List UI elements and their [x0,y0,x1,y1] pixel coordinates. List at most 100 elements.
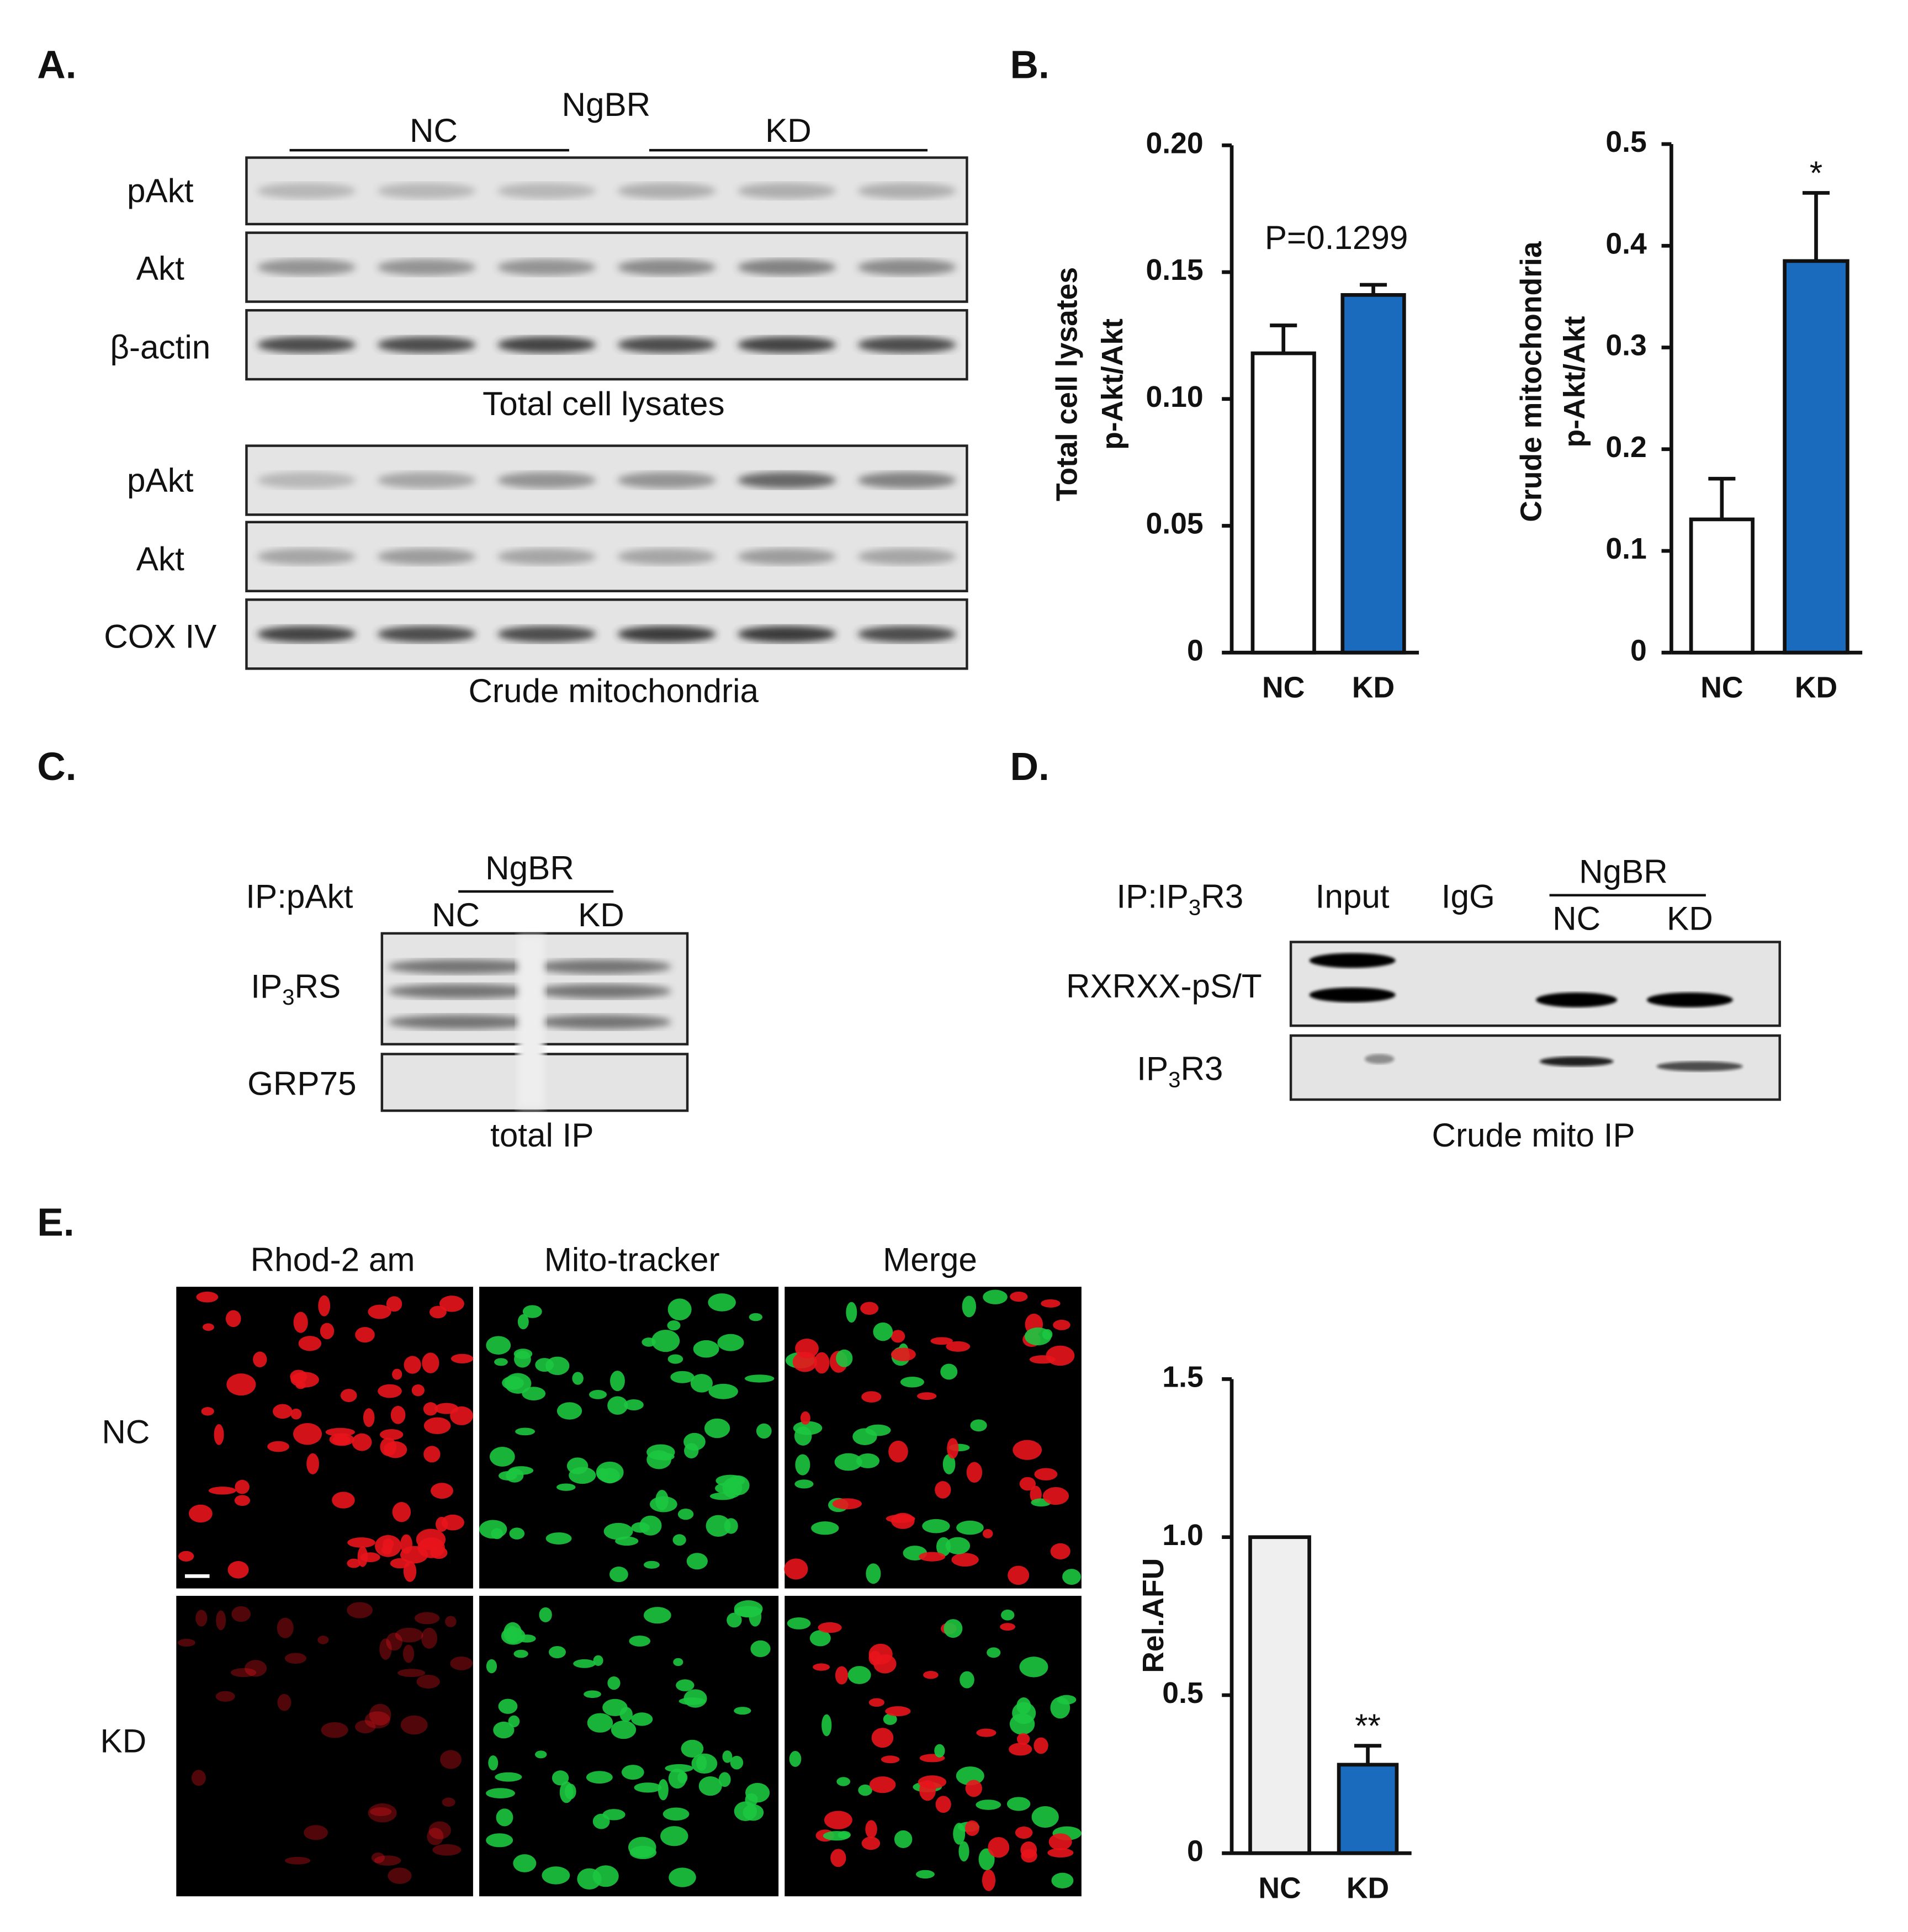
cell [670,1371,695,1383]
cell [383,1441,407,1458]
cell [1019,1657,1048,1678]
y-axis-label: p-Akt/Akt [1096,319,1129,450]
lane-label: NC [1552,899,1600,937]
cell [273,1404,293,1419]
lane-label: NC [432,896,480,933]
cell [813,1663,830,1671]
cell [734,1707,751,1715]
panel-label: C. [37,745,76,789]
cell [451,1354,474,1363]
cell [374,1855,401,1866]
cell [734,1801,757,1822]
cell [317,1636,329,1644]
cell [347,1558,361,1568]
cell [668,1768,687,1789]
band [257,259,356,276]
cell [698,1776,722,1796]
cell [325,1427,355,1437]
band [737,183,836,199]
band [497,471,596,489]
ip-label-part: 3 [1189,895,1201,920]
cell [1042,1329,1053,1340]
cell [942,1454,956,1474]
cell [958,1841,969,1862]
cell [847,1666,871,1684]
cell [756,1423,772,1439]
cell [916,1870,935,1879]
cell [318,1295,331,1317]
row-label-part: IP [1137,1050,1168,1087]
cell [795,1454,810,1475]
row-label-part: RS [294,967,341,1005]
band [377,548,476,565]
cell [935,1481,951,1499]
cell [370,1807,392,1817]
cell [1050,1543,1070,1559]
lane-label: KD [578,896,624,933]
cell [665,1764,693,1772]
band [617,183,716,199]
cell [1042,1487,1069,1505]
cell [1016,1733,1030,1745]
cell [494,1358,508,1366]
cell [988,1837,1010,1858]
cell [216,1610,226,1631]
cell [962,1296,977,1318]
cell [486,1788,515,1799]
band [388,984,536,999]
blot [245,521,968,592]
row-label: RXRXX-pS/T [1066,967,1262,1005]
cell [423,1417,451,1435]
cell [865,1424,891,1436]
cell [792,1351,818,1372]
row-label: COX IV [104,618,216,655]
cell [340,1389,357,1402]
cell [658,1779,669,1801]
cell [629,1635,651,1647]
cell [922,1519,950,1533]
cell [285,1653,306,1664]
y-tick-label: 0.05 [1146,508,1204,540]
cell [486,1336,511,1355]
cell [290,1408,302,1420]
cell [868,1643,893,1665]
cell [1008,1565,1030,1585]
cell [368,1304,391,1319]
cell [676,1679,695,1691]
cell [610,1371,625,1392]
cell [235,1479,250,1494]
cell [919,1552,946,1562]
cell [811,1521,839,1535]
cell [1034,1737,1048,1754]
caption: Crude mitochondria [468,672,759,709]
row-label: Akt [136,540,184,577]
cell [495,1772,522,1782]
cell [429,1305,447,1319]
cell [306,1453,319,1474]
cell [787,1617,811,1630]
cell [392,1502,411,1522]
cell [869,1776,896,1793]
cell [564,1784,576,1800]
cell [846,1302,857,1323]
bar [1340,293,1406,655]
cell [215,1691,235,1702]
band [377,336,476,353]
band [257,183,356,199]
y-tick-label: 0.4 [1605,227,1647,260]
cell [545,1532,572,1544]
cell [982,1869,996,1891]
caption: Total cell lysates [483,385,724,422]
cell [177,1638,195,1647]
cell [1062,1569,1081,1585]
cell [445,1616,457,1627]
cell [681,1739,704,1758]
band [1656,1061,1743,1071]
cell [304,1825,328,1840]
cell [832,1498,862,1510]
cell [178,1551,194,1562]
caption: Crude mito IP [1432,1116,1635,1154]
cell [784,1558,808,1580]
band [617,336,716,353]
cell [836,1349,853,1367]
